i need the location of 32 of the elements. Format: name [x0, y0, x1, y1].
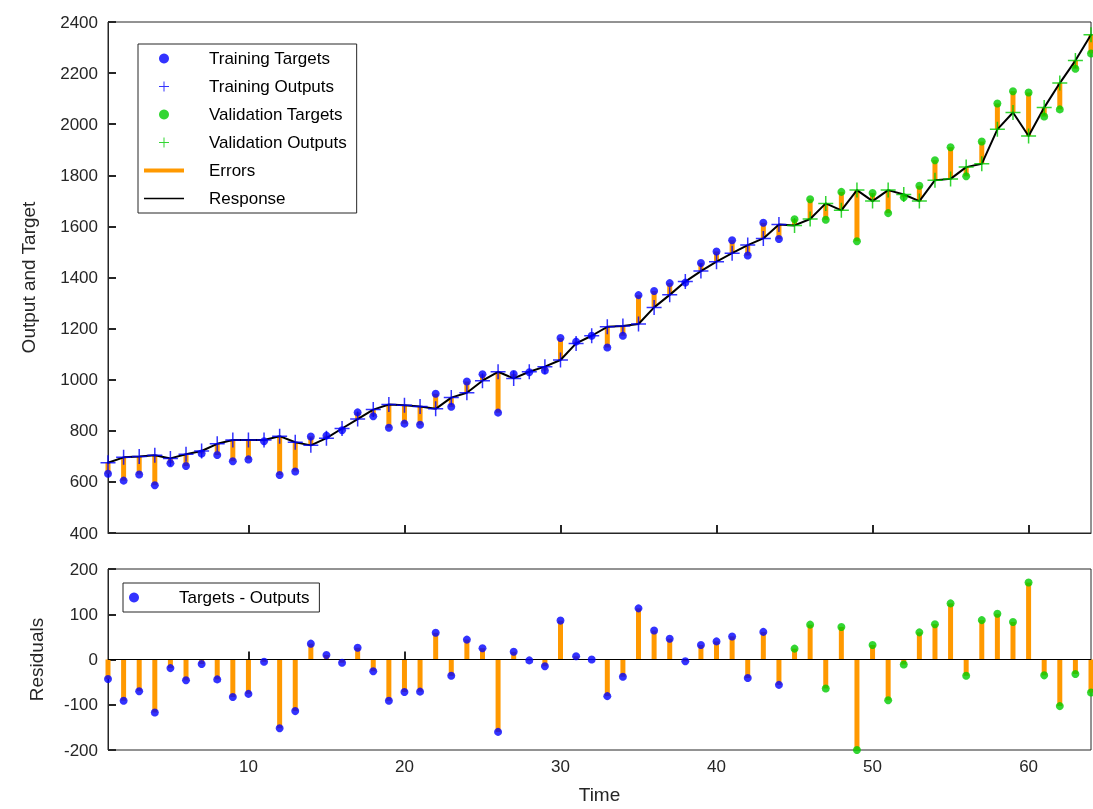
x-tick-label: 30	[551, 757, 570, 776]
y-tick-label: 100	[69, 604, 98, 624]
x-tick-label: 50	[863, 757, 883, 776]
y-tick-label: 1200	[60, 319, 98, 339]
y-axis-title: Residuals	[26, 617, 47, 702]
y-tick-label: 0	[88, 650, 98, 669]
y-tick-label: 1400	[60, 268, 98, 287]
x-axis-title: Time	[578, 784, 621, 805]
legend-label: Validation Outputs	[209, 133, 347, 152]
y-tick-label: -200	[63, 740, 98, 760]
y-tick-label: 1800	[60, 165, 98, 185]
legend-label: Response	[209, 189, 286, 208]
y-tick-label: 1000	[60, 370, 98, 390]
y-axis-title: Output and Target	[18, 200, 39, 354]
y-tick-label: -100	[63, 695, 98, 715]
legend-label: Errors	[209, 161, 256, 180]
y-tick-label: 800	[69, 421, 98, 441]
y-tick-label: 2000	[60, 114, 98, 134]
legend-label: Validation Targets	[209, 105, 343, 124]
y-tick-label: 2200	[60, 63, 98, 83]
x-tick-label: 10	[238, 757, 258, 776]
legend-label: Training Outputs	[209, 77, 335, 96]
y-tick-label: 1600	[60, 216, 98, 236]
legend-label: Targets - Outputs	[179, 588, 310, 607]
y-tick-label: 2400	[60, 12, 98, 32]
legend-label: Training Targets	[209, 49, 330, 68]
y-tick-label: 600	[69, 472, 98, 492]
y-tick-label: 400	[69, 523, 98, 543]
y-tick-label: 200	[69, 559, 98, 579]
x-tick-label: 60	[1019, 757, 1039, 776]
x-tick-label: 40	[707, 757, 726, 776]
x-tick-label: 20	[395, 757, 414, 776]
